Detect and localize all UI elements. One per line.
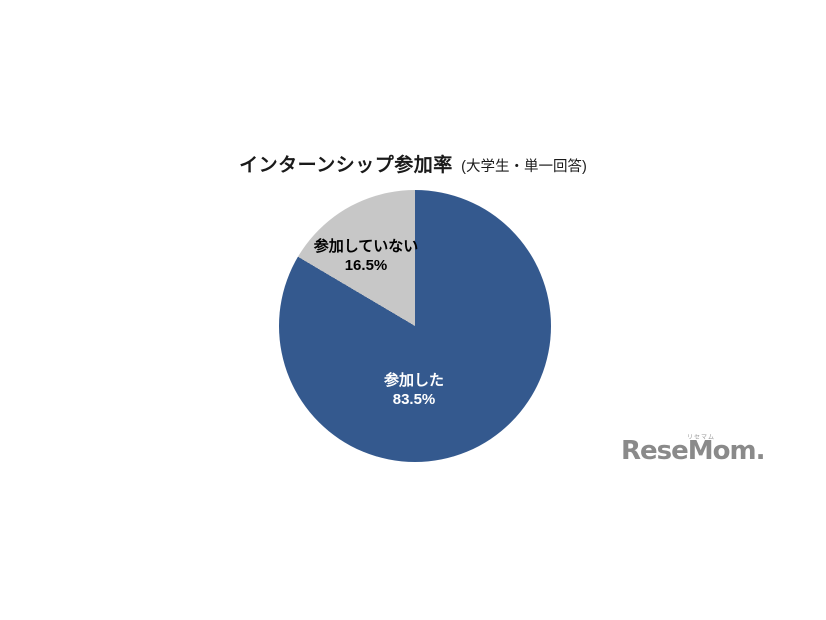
resemom-logo-text: ReseMom. <box>621 436 765 466</box>
slice-label-not-participated-text: 参加していない <box>313 238 419 255</box>
slice-label-participated-pct: 83.5% <box>392 391 436 408</box>
resemom-logo: リセマム ReseMom. <box>621 435 765 472</box>
resemom-logo-ruby: リセマム <box>687 435 716 441</box>
chart-title-sub: (大学生・単一回答) <box>461 159 587 175</box>
pie-chart: 参加した 83.5% 参加していない 16.5% <box>279 190 551 462</box>
slice-label-participated: 参加した 83.5% <box>384 371 444 409</box>
slice-label-not-participated-pct: 16.5% <box>344 257 388 274</box>
chart-title-main: インターンシップ参加率 <box>239 155 453 176</box>
slice-label-not-participated: 参加していない 16.5% <box>314 237 419 275</box>
chart-title: インターンシップ参加率 (大学生・単一回答) <box>0 150 826 177</box>
slice-label-participated-text: 参加した <box>383 372 445 389</box>
